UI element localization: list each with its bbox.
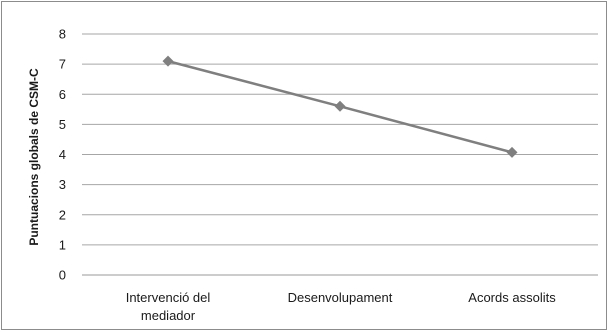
- data-point-marker: [334, 100, 346, 112]
- y-tick-label: 0: [59, 268, 66, 283]
- x-category-label: Desenvolupament: [288, 290, 393, 305]
- series-layer: [162, 55, 518, 158]
- x-category-labels: Intervenció del mediador Desenvolupament Ac…: [126, 290, 556, 323]
- y-tick-label: 1: [59, 237, 66, 252]
- y-tick-label: 7: [59, 57, 66, 72]
- y-tick-label: 5: [59, 117, 66, 132]
- y-tick-label: 4: [59, 147, 66, 162]
- y-axis-title: Puntuacions globals de CSM-C: [27, 68, 41, 246]
- y-tick-labels: 0 1 2 3 4 5 6 7 8: [59, 27, 66, 283]
- y-tick-label: 6: [59, 87, 66, 102]
- data-point-marker: [162, 55, 174, 67]
- x-category-label: Intervenció del mediador: [126, 290, 211, 323]
- data-point-marker: [506, 146, 518, 158]
- gridlines: [82, 33, 598, 276]
- y-tick-label: 8: [59, 27, 66, 42]
- y-tick-label: 3: [59, 177, 66, 192]
- x-category-label: Acords assolits: [468, 290, 556, 305]
- y-tick-label: 2: [59, 207, 66, 222]
